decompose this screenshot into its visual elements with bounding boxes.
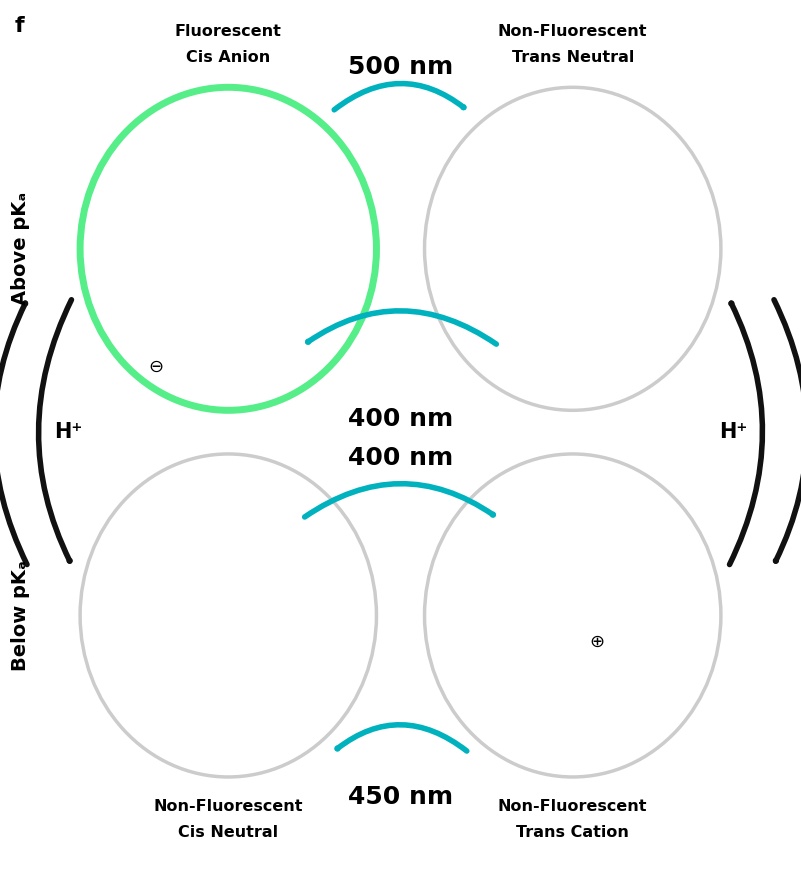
- Text: 400 nm: 400 nm: [348, 407, 453, 431]
- Text: f: f: [14, 16, 24, 36]
- Text: Non-Fluorescent: Non-Fluorescent: [154, 799, 303, 814]
- Circle shape: [80, 454, 376, 777]
- Text: ⊕: ⊕: [590, 633, 604, 650]
- Text: H⁺: H⁺: [718, 423, 747, 442]
- Text: Cis Anion: Cis Anion: [186, 51, 271, 65]
- Text: Fluorescent: Fluorescent: [175, 24, 282, 39]
- Text: Non-Fluorescent: Non-Fluorescent: [498, 799, 647, 814]
- Text: Non-Fluorescent: Non-Fluorescent: [498, 24, 647, 39]
- Text: Above pKₐ: Above pKₐ: [10, 192, 30, 306]
- Text: Cis Neutral: Cis Neutral: [178, 825, 279, 840]
- Text: Trans Neutral: Trans Neutral: [512, 51, 634, 65]
- Circle shape: [80, 87, 376, 410]
- Text: 450 nm: 450 nm: [348, 785, 453, 809]
- Text: H⁺: H⁺: [54, 423, 83, 442]
- Circle shape: [425, 454, 721, 777]
- Text: Trans Cation: Trans Cation: [517, 825, 629, 840]
- Text: ⊖: ⊖: [149, 358, 163, 375]
- Circle shape: [425, 87, 721, 410]
- Text: Below pKₐ: Below pKₐ: [10, 560, 30, 670]
- Text: 400 nm: 400 nm: [348, 446, 453, 471]
- Text: 500 nm: 500 nm: [348, 55, 453, 79]
